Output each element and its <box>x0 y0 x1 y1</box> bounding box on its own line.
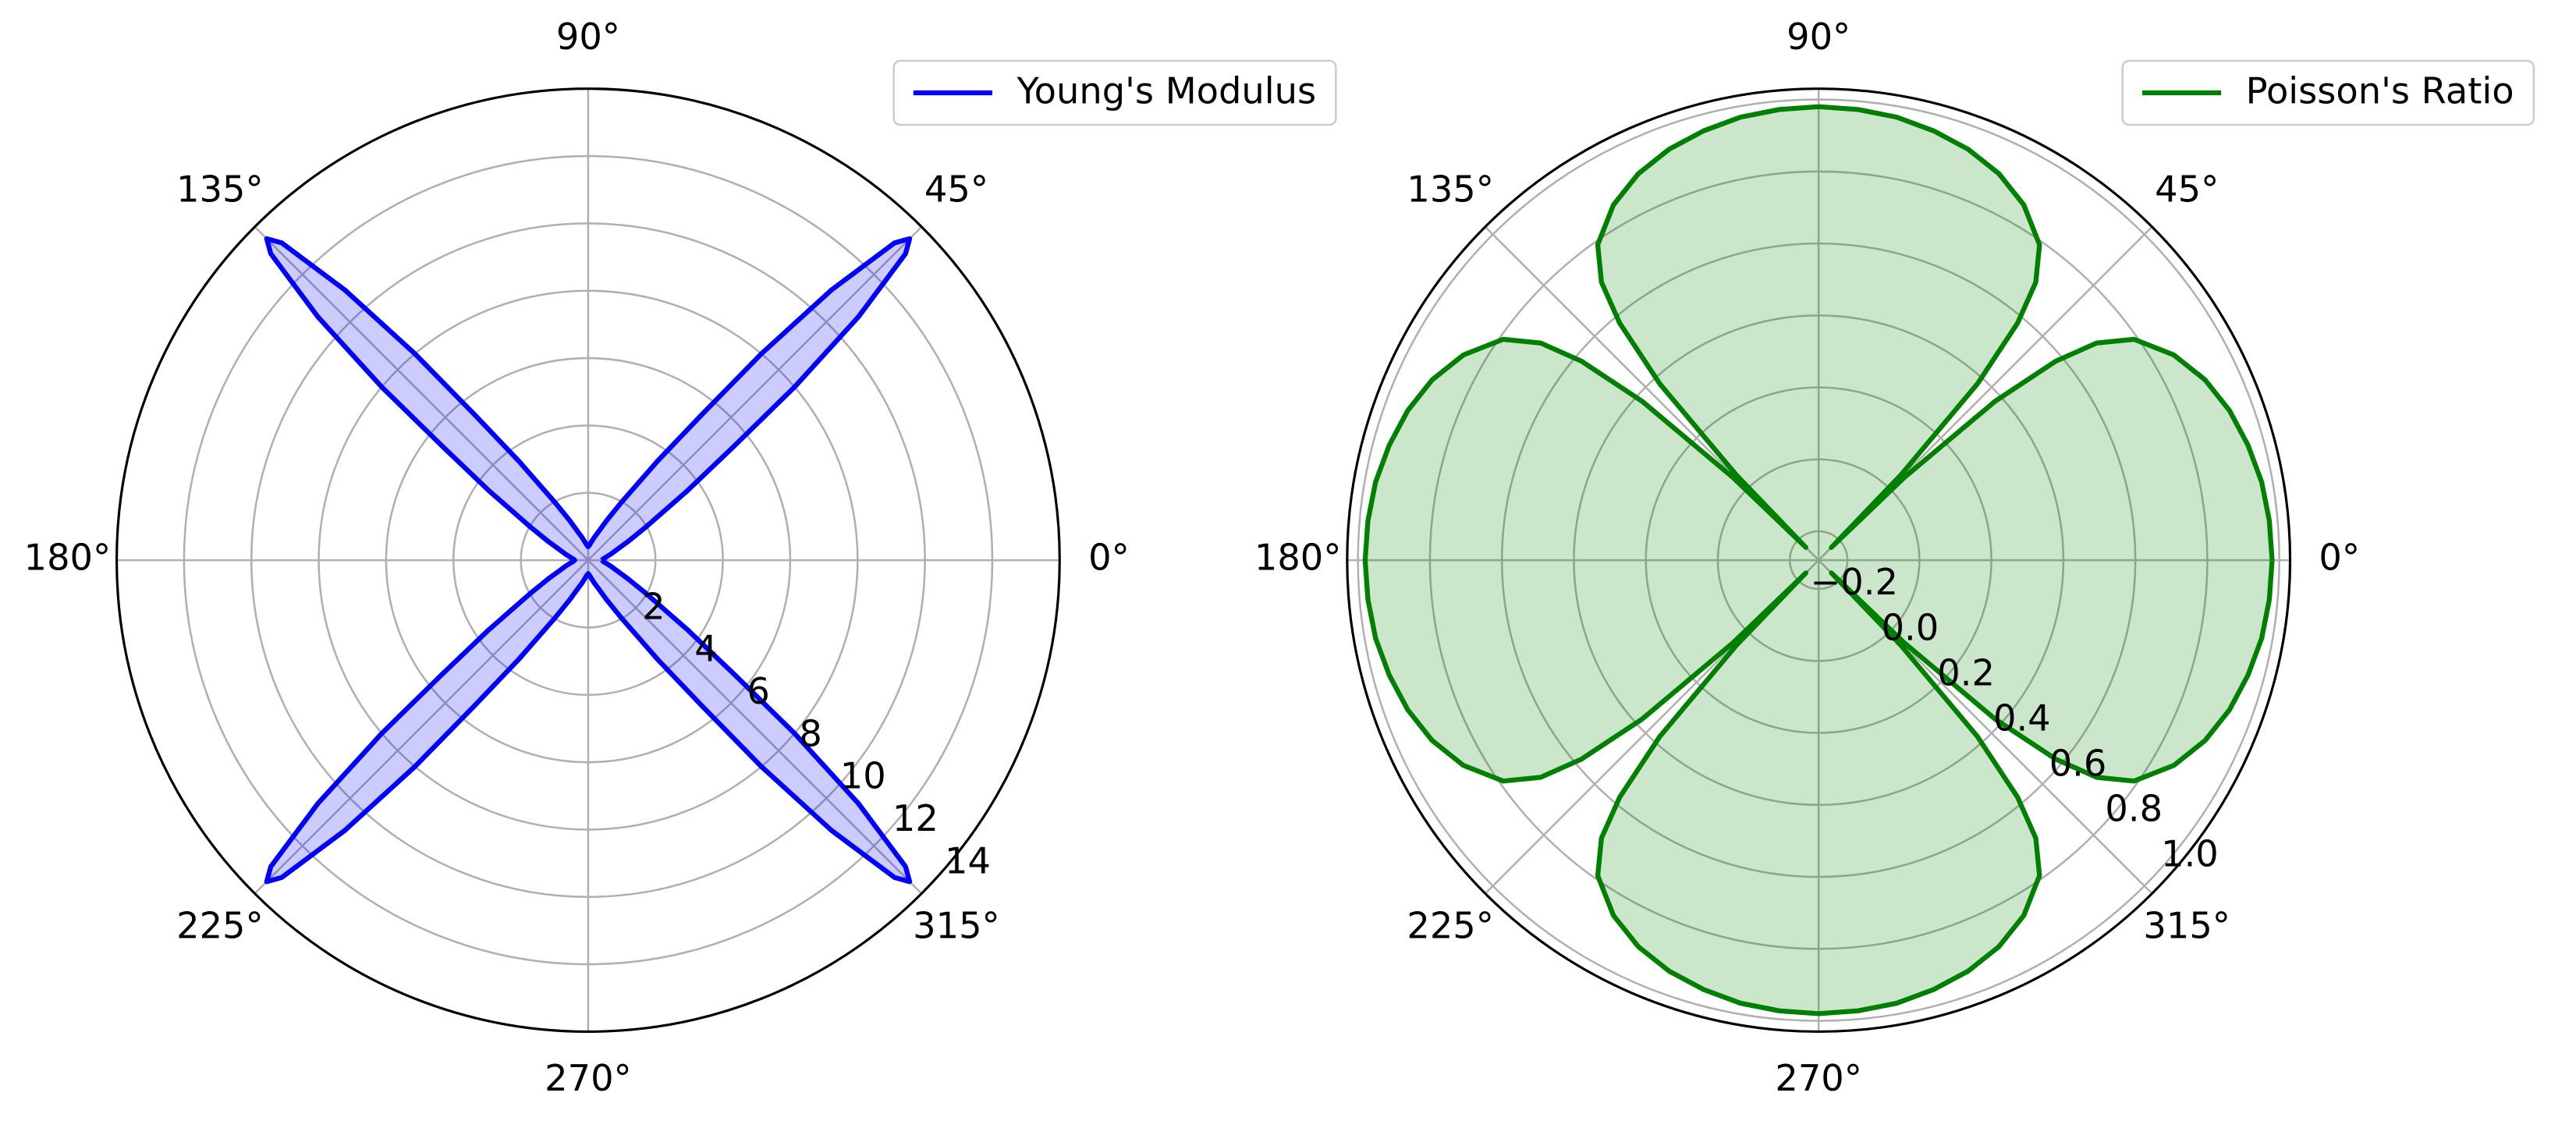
angle-tick-label: 135° <box>176 169 264 211</box>
radial-tick-label: 1.0 <box>2161 833 2219 875</box>
radial-tick-label: 0.4 <box>1993 697 2051 739</box>
radial-tick-label: 8 <box>799 712 821 754</box>
radial-tick-label: 6 <box>747 670 769 712</box>
angle-tick-label: 135° <box>1407 169 1494 211</box>
radial-tick-label: −0.2 <box>1810 561 1897 603</box>
radial-tick-label: 4 <box>694 628 717 670</box>
angle-tick-label: 180° <box>24 537 112 579</box>
polar-chart: 0°45°90°135°180°225°270°315°−0.20.00.20.… <box>1254 16 2535 1099</box>
radial-tick-label: 14 <box>945 839 991 882</box>
legend-label: Poisson's Ratio <box>2246 70 2514 112</box>
angle-tick-label: 90° <box>556 16 620 58</box>
angular-grid-line <box>254 225 589 561</box>
polar-spine <box>115 87 1061 1034</box>
series-line <box>264 236 913 885</box>
radial-tick-label: 0.8 <box>2105 788 2163 830</box>
area-fill <box>266 238 910 882</box>
angle-tick-label: 180° <box>1254 537 1342 579</box>
angle-tick-label: 225° <box>1407 905 1494 947</box>
legend-box <box>892 59 1337 126</box>
angular-grid-line <box>587 559 923 895</box>
angle-tick-label: 45° <box>924 169 988 211</box>
angular-grid-line <box>254 559 589 895</box>
radial-tick-label: 0.6 <box>2049 742 2107 784</box>
legend: Young's Modulus <box>892 59 1337 126</box>
polar-spine <box>1346 87 2292 1034</box>
angle-tick-label: 225° <box>176 905 264 947</box>
radial-tick-label: 2 <box>642 585 665 627</box>
radial-tick-label: 12 <box>892 797 939 839</box>
angle-tick-label: 0° <box>2319 537 2360 579</box>
legend: Poisson's Ratio <box>2121 59 2535 126</box>
radial-tick-label: 0.0 <box>1882 606 1939 648</box>
angle-tick-label: 315° <box>913 905 1000 947</box>
radial-tick-label: 10 <box>840 755 886 797</box>
angle-tick-label: 90° <box>1787 16 1850 58</box>
angle-tick-label: 270° <box>545 1057 632 1099</box>
area-fill <box>1364 106 2273 1014</box>
angle-tick-label: 270° <box>1775 1057 1862 1099</box>
angle-tick-label: 315° <box>2143 905 2230 947</box>
series-line <box>1362 104 2275 1016</box>
radial-tick-label: 0.2 <box>1937 651 1995 694</box>
angle-tick-label: 0° <box>1088 537 1130 579</box>
angle-tick-label: 45° <box>2155 169 2219 211</box>
angular-grid-line <box>587 225 923 561</box>
legend-box <box>2121 59 2535 126</box>
legend-label: Young's Modulus <box>1017 70 1317 112</box>
